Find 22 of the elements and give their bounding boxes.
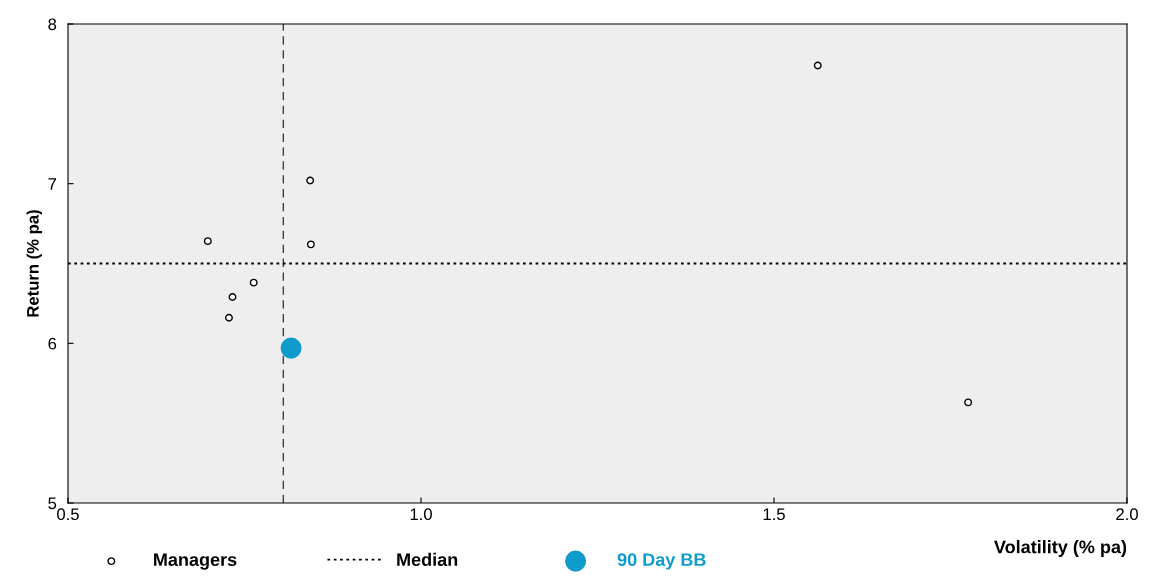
y-tick-label: 7	[48, 178, 57, 190]
point	[225, 313, 233, 322]
point	[280, 337, 302, 359]
legend-label: Managers	[154, 553, 237, 570]
point	[964, 398, 973, 407]
point	[306, 176, 315, 185]
point	[306, 240, 315, 249]
y-tick-label: 5	[48, 497, 57, 510]
x-tick-label: 2.0	[1116, 508, 1138, 521]
y-axis-title: Return (% pa)	[26, 210, 43, 317]
point	[228, 293, 237, 301]
x-tick-label: 0.5	[57, 508, 79, 521]
legend-label: Median	[397, 552, 458, 567]
x-axis-title: Volatility (% pa)	[994, 540, 1127, 557]
x-tick-label: 1.0	[410, 508, 432, 521]
y-tick-label: 8	[48, 18, 57, 31]
point	[203, 237, 212, 246]
x-tick-label: 1.5	[763, 508, 785, 521]
point	[813, 61, 822, 70]
y-tick-label: 6	[48, 337, 57, 350]
legend-label: 90 Day BB	[617, 553, 706, 570]
point	[249, 278, 258, 287]
